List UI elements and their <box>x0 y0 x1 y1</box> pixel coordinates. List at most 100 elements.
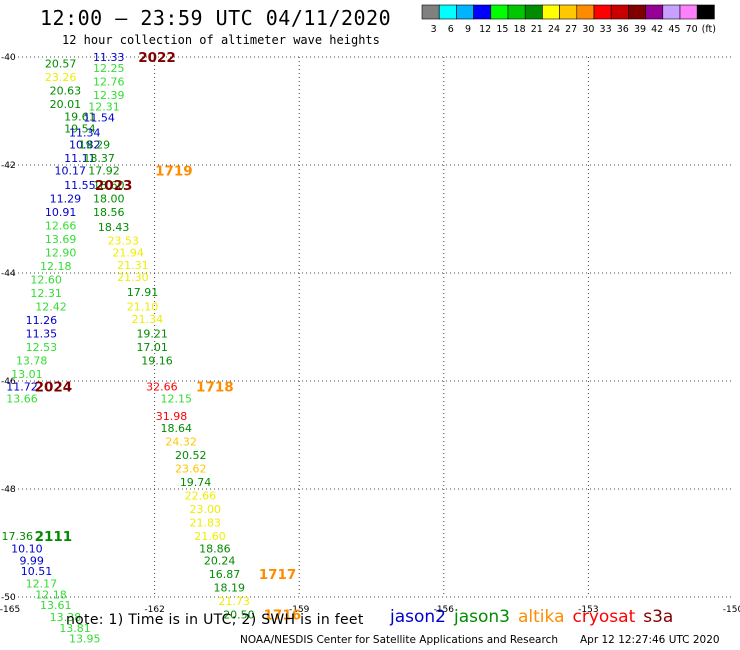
wave-height-point: 31.98 <box>156 410 188 423</box>
generated-timestamp: Apr 12 12:27:46 UTC 2020 <box>580 634 720 646</box>
wave-height-point: 12.90 <box>45 246 77 259</box>
pass-time-label: 2024 <box>35 379 73 395</box>
wave-height-point: 18.00 <box>93 192 125 205</box>
colorbar-legend: 3 6 9 12 15 18 21 24 27 30 33 36 39 42 45 70 (ft) <box>421 4 716 35</box>
legend-s3a: s3a <box>643 607 674 627</box>
wave-height-point: 18.56 <box>93 206 125 219</box>
satellite-legend: jason2 jason3 altika cryosat s3a <box>390 607 681 627</box>
legend-cryosat: cryosat <box>572 607 636 627</box>
colorbar-label: 6 <box>448 24 454 35</box>
wave-height-point: 10.17 <box>55 164 87 177</box>
wave-height-point: 19.29 <box>79 138 111 151</box>
wave-height-point: 17.91 <box>127 286 159 299</box>
legend-jason2: jason2 <box>390 607 446 627</box>
wave-height-point: 19.74 <box>180 476 212 489</box>
wave-height-point: 21.31 <box>117 259 149 272</box>
wave-height-point: 20.24 <box>204 554 236 567</box>
wave-height-point: 12.31 <box>88 101 120 114</box>
wave-height-point: 10.82 <box>69 138 101 151</box>
wave-height-point: 12.53 <box>26 341 58 354</box>
wave-height-point: 9.99 <box>19 554 44 567</box>
y-tick-label: -40 <box>1 53 16 63</box>
wave-height-point: 20.52 <box>175 449 207 462</box>
wave-height-point: 20.50 <box>223 608 255 621</box>
colorbar-label: 18 <box>514 24 526 35</box>
x-tick-label: -153 <box>578 605 598 615</box>
wave-height-point: 12.60 <box>30 273 62 286</box>
wave-height-point: 11.55 <box>64 179 96 192</box>
wave-height-point: 11.26 <box>26 314 58 327</box>
wave-height-point: 21.73 <box>218 595 250 608</box>
wave-height-point: 21.94 <box>112 246 144 259</box>
wave-height-point: 32.66 <box>146 380 178 393</box>
wave-height-point: 12.25 <box>93 62 125 75</box>
colorbar-label: 30 <box>582 24 594 35</box>
colorbar-swatch <box>696 4 715 20</box>
pass-time-label: 2023 <box>95 178 133 194</box>
wave-height-point: 13.61 <box>40 599 72 612</box>
colorbar-label: 3 <box>431 24 437 35</box>
wave-height-point: 17.92 <box>88 164 120 177</box>
wave-height-point: 23.26 <box>45 71 77 84</box>
wave-height-point: 21.10 <box>127 300 159 313</box>
chart-subtitle: 12 hour collection of altimeter wave hei… <box>62 33 380 47</box>
wave-height-point: 21.30 <box>117 271 149 284</box>
wave-height-point: 18.60 <box>93 179 125 192</box>
credit-text: NOAA/NESDIS Center for Satellite Applica… <box>240 634 558 646</box>
y-tick-label: -44 <box>1 269 16 279</box>
wave-height-point: 11.54 <box>83 111 115 124</box>
colorbar-label: 36 <box>617 24 629 35</box>
wave-height-point: 12.18 <box>35 588 67 601</box>
wave-height-point: 23.00 <box>189 503 221 516</box>
wave-height-point: 10.51 <box>21 565 53 578</box>
wave-height-point: 17.01 <box>136 341 168 354</box>
wave-height-point: 10.91 <box>45 206 77 219</box>
pass-time-label: 1718 <box>196 379 234 395</box>
colorbar-label: 70 <box>686 24 698 35</box>
wave-height-point: 11.11 <box>64 152 96 165</box>
pass-time-label: 1716 <box>264 607 302 623</box>
wave-height-point: 18.64 <box>161 422 193 435</box>
wave-height-point: 12.39 <box>93 89 125 102</box>
wave-height-point: 20.57 <box>45 57 77 70</box>
wave-height-point: 12.76 <box>93 75 125 88</box>
wave-height-point: 11.34 <box>69 127 101 140</box>
wave-height-point: 23.62 <box>175 462 207 475</box>
wave-height-point: 20.01 <box>50 98 82 111</box>
wave-height-point: 11.35 <box>26 327 58 340</box>
x-tick-label: -156 <box>434 605 455 615</box>
colorbar-label: 12 <box>479 24 491 35</box>
wave-height-point: 18.19 <box>214 581 246 594</box>
pass-time-label: 1719 <box>155 163 193 179</box>
y-tick-label: -46 <box>1 377 16 387</box>
pass-time-label: 2022 <box>138 50 176 66</box>
wave-height-point: 11.29 <box>50 192 82 205</box>
wave-height-point: 21.83 <box>189 516 221 529</box>
wave-height-point: 21.34 <box>132 313 164 326</box>
colorbar-label: 9 <box>465 24 471 35</box>
colorbar-label: 39 <box>634 24 646 35</box>
colorbar-label: 33 <box>600 24 612 35</box>
wave-height-point: 24.32 <box>165 435 197 448</box>
wave-height-point: 12.18 <box>40 260 72 273</box>
wave-height-point: 12.66 <box>45 219 77 232</box>
wave-height-point: 16.87 <box>209 568 241 581</box>
x-tick-label: -162 <box>144 605 164 615</box>
colorbar-label: 21 <box>531 24 543 35</box>
colorbar-label: (ft) <box>702 24 716 35</box>
wave-height-point: 13.95 <box>69 633 101 646</box>
wave-height-point: 12.17 <box>26 578 58 591</box>
legend-jason3: jason3 <box>454 607 510 627</box>
wave-height-point: 21.60 <box>194 530 226 543</box>
wave-height-point: 12.42 <box>35 300 67 313</box>
wave-height-point: 11.72 <box>6 380 38 393</box>
wave-height-point: 20.63 <box>50 84 82 97</box>
units-note: note: 1) Time is in UTC; 2) SWH is in fe… <box>66 612 364 628</box>
chart-title: 12:00 – 23:59 UTC 04/11/2020 <box>40 6 392 30</box>
wave-height-point: 18.86 <box>199 542 231 555</box>
colorbar-label: 15 <box>496 24 508 35</box>
wave-height-point: 10.10 <box>11 542 43 555</box>
colorbar-label: 24 <box>548 24 560 35</box>
pass-time-label: 1717 <box>259 567 297 583</box>
